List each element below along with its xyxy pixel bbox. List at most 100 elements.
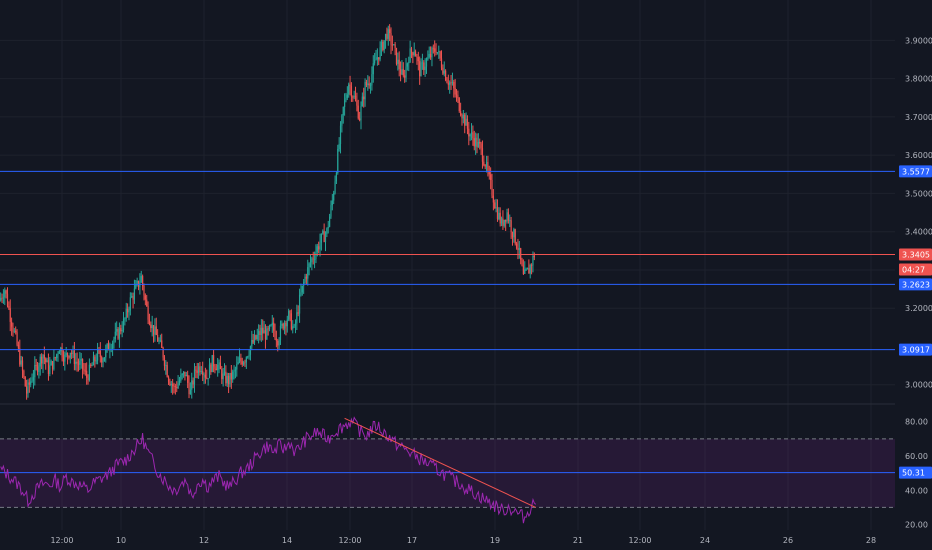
- candle-body[interactable]: [509, 220, 511, 222]
- candle-body[interactable]: [200, 371, 202, 372]
- candle-body[interactable]: [485, 162, 488, 167]
- candle-body[interactable]: [470, 132, 473, 135]
- candle-body[interactable]: [293, 325, 295, 327]
- candle-body[interactable]: [83, 369, 85, 371]
- candle-body[interactable]: [169, 381, 171, 386]
- candle-body[interactable]: [465, 118, 467, 126]
- candle-body[interactable]: [151, 325, 153, 329]
- candle-body[interactable]: [333, 193, 335, 201]
- candle-body[interactable]: [491, 179, 493, 196]
- candle-body[interactable]: [247, 356, 249, 358]
- candle-body[interactable]: [337, 149, 339, 174]
- candle-body[interactable]: [322, 231, 324, 234]
- candle-body[interactable]: [402, 69, 404, 76]
- candle-body[interactable]: [307, 267, 309, 279]
- candle-body[interactable]: [348, 84, 350, 95]
- candle-body[interactable]: [506, 212, 508, 222]
- candle-body[interactable]: [53, 357, 55, 370]
- candle-body[interactable]: [408, 62, 410, 64]
- candle-body[interactable]: [72, 350, 74, 354]
- candle-body[interactable]: [5, 290, 7, 294]
- candle-body[interactable]: [196, 370, 198, 373]
- candle-body[interactable]: [331, 200, 333, 206]
- candle-body[interactable]: [111, 342, 114, 349]
- candle-body[interactable]: [260, 327, 262, 336]
- candle-body[interactable]: [106, 343, 108, 349]
- candle-body[interactable]: [124, 318, 126, 320]
- candle-body[interactable]: [469, 134, 471, 137]
- candle-body[interactable]: [327, 226, 329, 229]
- candle-body[interactable]: [19, 348, 21, 365]
- candle-body[interactable]: [157, 334, 159, 342]
- candle-body[interactable]: [431, 48, 433, 58]
- candle-body[interactable]: [461, 115, 463, 119]
- candle-body[interactable]: [326, 228, 328, 235]
- candle-body[interactable]: [176, 387, 178, 388]
- candle-body[interactable]: [107, 343, 110, 351]
- candle-body[interactable]: [301, 285, 303, 293]
- candle-body[interactable]: [185, 374, 187, 377]
- candle-body[interactable]: [155, 326, 157, 335]
- candle-body[interactable]: [316, 246, 318, 253]
- candle-body[interactable]: [525, 269, 527, 271]
- candle-body[interactable]: [207, 378, 209, 379]
- candle-body[interactable]: [484, 165, 486, 167]
- candle-body[interactable]: [173, 386, 175, 387]
- candle-body[interactable]: [11, 321, 13, 327]
- candle-body[interactable]: [274, 330, 276, 339]
- candle-body[interactable]: [481, 148, 484, 162]
- candle-body[interactable]: [81, 359, 84, 370]
- candle-body[interactable]: [23, 370, 25, 377]
- candle-body[interactable]: [230, 372, 232, 380]
- candle-body[interactable]: [245, 357, 247, 363]
- candle-body[interactable]: [510, 220, 512, 233]
- candle-body[interactable]: [450, 82, 452, 84]
- candle-body[interactable]: [290, 313, 292, 330]
- candle-body[interactable]: [479, 141, 481, 144]
- candle-body[interactable]: [27, 382, 29, 394]
- candle-body[interactable]: [312, 258, 314, 260]
- candle-body[interactable]: [462, 114, 464, 119]
- candle-body[interactable]: [191, 380, 193, 390]
- candle-body[interactable]: [20, 360, 22, 365]
- candle-body[interactable]: [410, 48, 413, 53]
- candle-body[interactable]: [387, 29, 389, 39]
- candle-body[interactable]: [383, 40, 385, 50]
- candle-body[interactable]: [54, 357, 56, 359]
- candle-body[interactable]: [313, 259, 316, 260]
- candle-body[interactable]: [338, 144, 340, 150]
- candle-body[interactable]: [494, 202, 496, 209]
- candle-body[interactable]: [34, 365, 36, 378]
- candle-body[interactable]: [127, 308, 129, 313]
- candle-body[interactable]: [240, 357, 242, 362]
- candle-body[interactable]: [294, 323, 297, 326]
- candle-body[interactable]: [399, 69, 402, 75]
- candle-body[interactable]: [206, 377, 208, 379]
- candle-body[interactable]: [197, 366, 200, 373]
- candle-body[interactable]: [244, 362, 246, 364]
- candle-body[interactable]: [158, 340, 160, 342]
- candle-body[interactable]: [229, 372, 231, 385]
- candle-body[interactable]: [476, 137, 478, 148]
- candle-body[interactable]: [163, 357, 166, 366]
- candle-body[interactable]: [360, 106, 362, 121]
- candle-body[interactable]: [289, 310, 291, 314]
- candle-body[interactable]: [51, 361, 54, 370]
- candle-body[interactable]: [454, 88, 456, 95]
- candle-body[interactable]: [221, 369, 223, 380]
- candle-body[interactable]: [41, 356, 43, 364]
- candle-body[interactable]: [529, 265, 531, 274]
- candle-body[interactable]: [394, 44, 396, 48]
- candle-body[interactable]: [518, 248, 520, 250]
- candle-body[interactable]: [232, 371, 234, 380]
- candle-body[interactable]: [398, 59, 400, 70]
- candle-body[interactable]: [488, 170, 490, 175]
- candle-body[interactable]: [533, 255, 535, 258]
- candle-body[interactable]: [236, 364, 238, 370]
- candle-body[interactable]: [146, 299, 148, 307]
- candle-body[interactable]: [382, 41, 384, 50]
- candle-body[interactable]: [129, 297, 131, 311]
- candle-body[interactable]: [219, 362, 222, 370]
- candle-body[interactable]: [449, 82, 451, 85]
- candle-body[interactable]: [434, 48, 436, 52]
